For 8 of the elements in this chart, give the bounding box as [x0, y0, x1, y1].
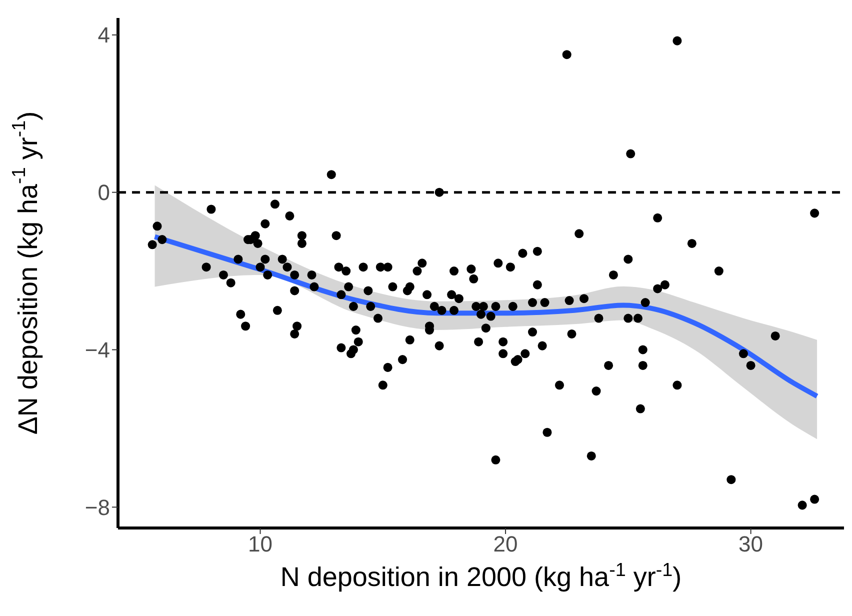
x-axis-title: N deposition in 2000 (kg ha$^{-1}$ yr$^{-1}$) — [280, 560, 682, 592]
y-tick-label: −4 — [84, 338, 110, 363]
x-tick-label: 20 — [493, 532, 518, 557]
y-tick-label: −8 — [84, 494, 110, 520]
x-tick-label: 10 — [248, 532, 272, 557]
y-tick-label: 4 — [98, 22, 110, 48]
y-tick-label: 0 — [98, 180, 110, 206]
x-tick-label: 30 — [738, 532, 764, 557]
